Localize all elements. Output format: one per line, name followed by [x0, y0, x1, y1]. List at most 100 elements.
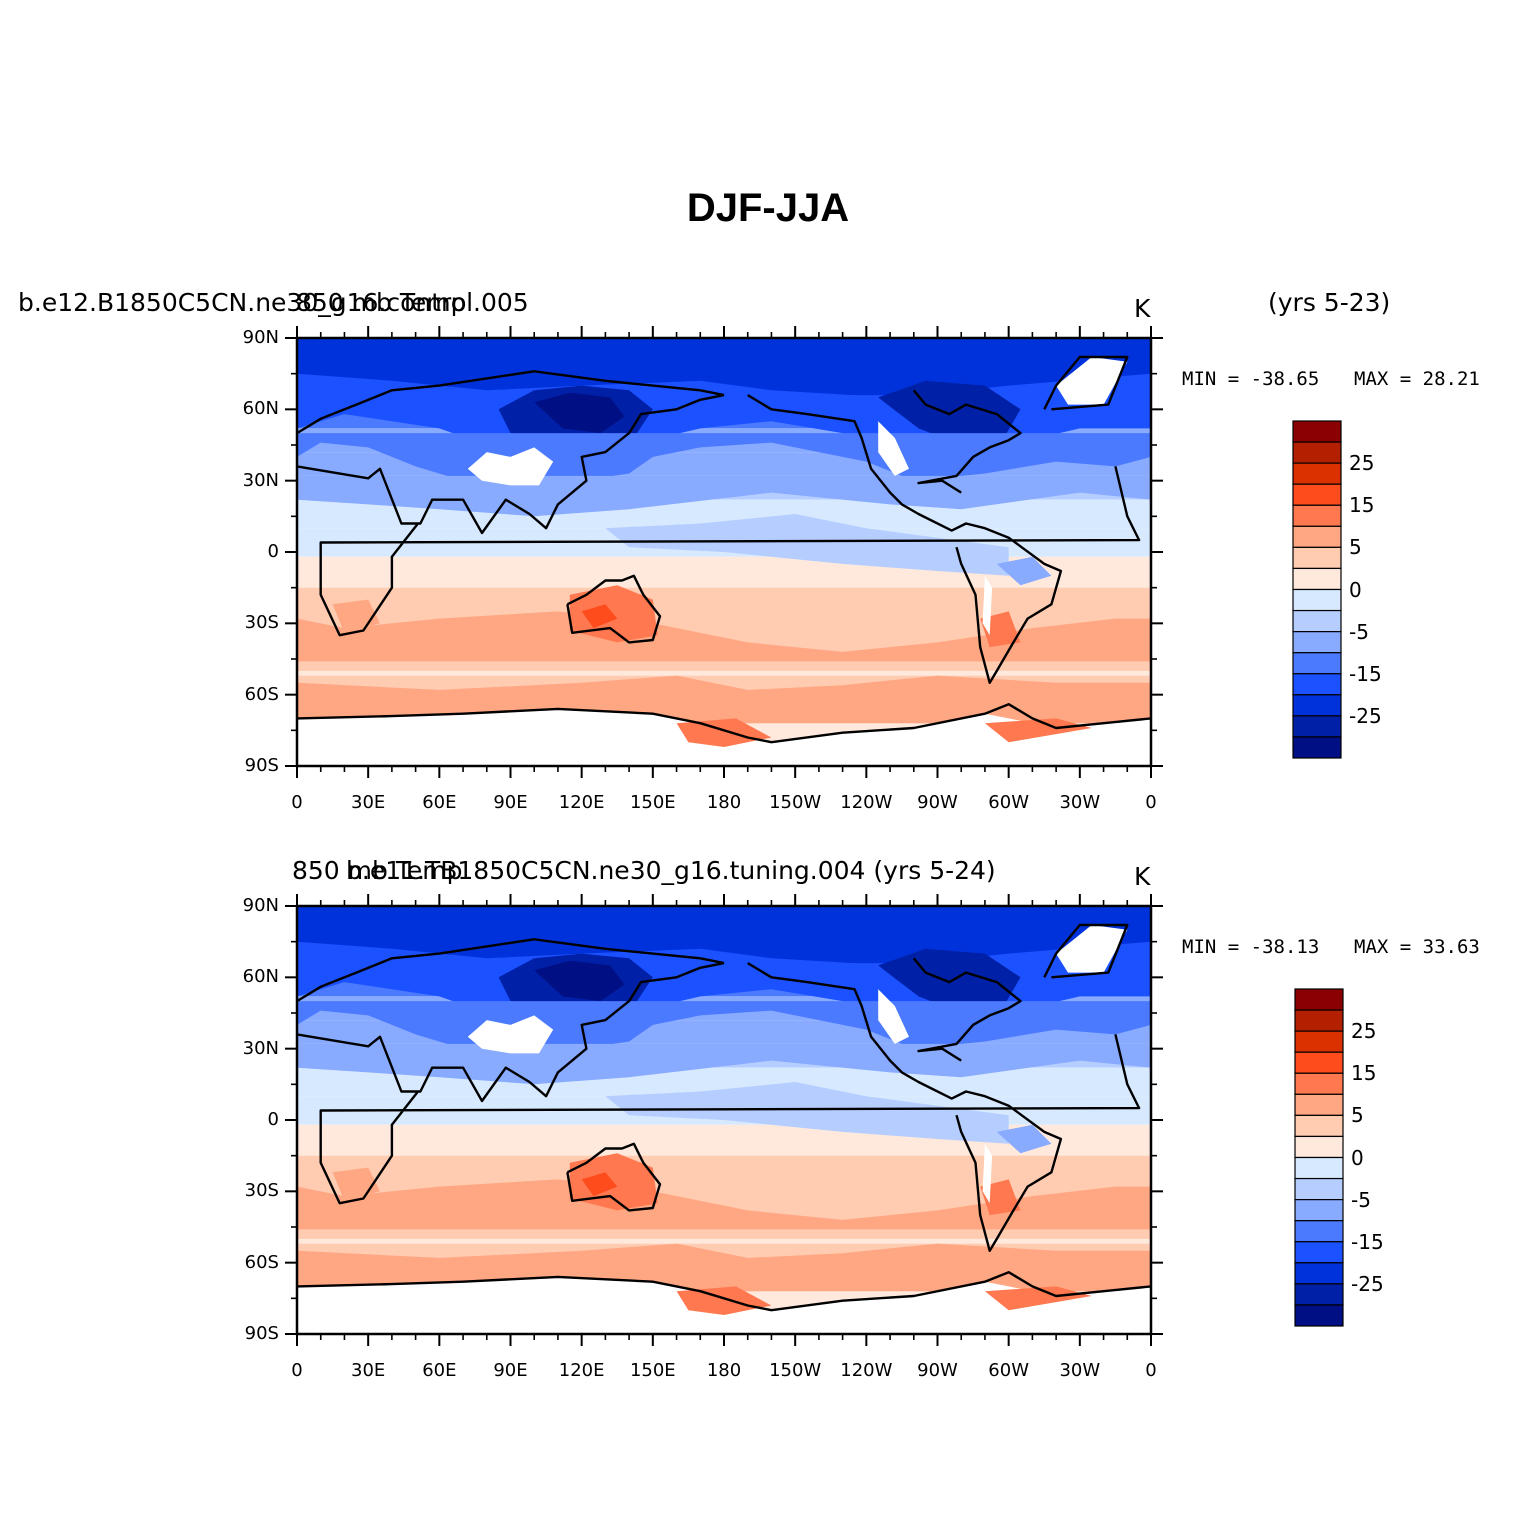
lon-tick-label: 180	[706, 1360, 742, 1381]
lon-tick-label: 180	[706, 792, 742, 813]
max-label: MAX = 33.63	[1354, 936, 1480, 958]
tibet-mask	[467, 1015, 554, 1054]
colorbar-box	[1292, 525, 1342, 548]
coastline	[912, 957, 1022, 1062]
lon-tick-label: 60E	[422, 1360, 457, 1381]
coastline	[566, 574, 662, 644]
coastline	[297, 393, 725, 535]
lat-tick-label: 60N	[242, 966, 279, 988]
contour-field	[297, 338, 1151, 766]
panel-case-label: b.e11.TB1850C5CN.ne30_g16.tuning.004 (yr…	[346, 856, 996, 885]
colorbar-label: 25	[1351, 1019, 1377, 1044]
colorbar-box	[1294, 1093, 1344, 1116]
colorbar-box	[1294, 1051, 1344, 1074]
colorbar-label: 5	[1349, 535, 1362, 560]
lon-tick-label: 120E	[558, 792, 605, 813]
colorbar-box	[1292, 483, 1342, 506]
lon-tick-label: 30E	[351, 1360, 386, 1381]
lat-tick-label: 30S	[244, 1180, 279, 1202]
ross-sea-warm	[676, 718, 772, 747]
lat-tick-label: 0	[267, 541, 279, 562]
lon-tick-label: 150W	[769, 1360, 822, 1381]
australia-warm	[569, 585, 658, 643]
colorbar-box	[1294, 1009, 1344, 1032]
tropic-cool	[297, 475, 1151, 517]
coastline	[747, 962, 1063, 1253]
lon-tick-label: 90E	[493, 792, 528, 813]
andes-mask	[982, 1143, 993, 1204]
map-panel-bottom	[285, 894, 1344, 1346]
colorbar-box	[1292, 715, 1342, 738]
amazon-cool	[996, 1124, 1052, 1154]
min-label: MIN = -38.13	[1182, 936, 1320, 958]
colorbar-box	[1294, 1262, 1344, 1285]
lat-tick-label: 90N	[242, 327, 279, 348]
colorbar-box	[1294, 1156, 1344, 1180]
lat-tick-label: 60S	[244, 1251, 279, 1273]
colorbar-label: 15	[1351, 1061, 1377, 1086]
colorbar-box	[1292, 609, 1342, 633]
siberia-coldest	[534, 960, 625, 1002]
coastline	[297, 703, 1151, 744]
colorbar-box	[1292, 652, 1342, 675]
lat-tick-label: 90S	[244, 1323, 279, 1344]
figure-title: DJF-JJA	[686, 186, 850, 230]
lon-tick-label: 30W	[1059, 792, 1101, 813]
colorbar-box	[1294, 1177, 1344, 1201]
colorbar-box	[1292, 441, 1342, 464]
lat-tick-label: 30N	[242, 469, 279, 491]
greenland-mask	[1056, 925, 1128, 973]
colorbar-label: 5	[1351, 1103, 1364, 1128]
lon-tick-label: 120W	[840, 792, 893, 813]
colorbar-box	[1292, 631, 1342, 654]
eq-pale-blue	[605, 514, 1009, 576]
colorbar-label: 25	[1349, 451, 1375, 476]
lon-tick-label: 120E	[558, 1360, 605, 1381]
colorbar-label: 0	[1349, 577, 1362, 602]
south-warmer	[297, 1179, 1151, 1230]
tibet-mask	[467, 447, 554, 486]
panel-units-label: K	[1134, 294, 1151, 323]
colorbar-box	[1292, 462, 1342, 485]
panel-case-label: b.e12.B1850C5CN.ne30_g16.control.005	[18, 288, 529, 317]
coastline	[319, 466, 1141, 637]
lon-tick-label: 90W	[917, 1360, 958, 1381]
colorbar-label: -25	[1351, 1271, 1384, 1296]
lat-tick-label: 30S	[244, 612, 279, 634]
colorbar-label: 0	[1351, 1145, 1364, 1170]
colorbar-box	[1294, 1283, 1344, 1306]
lon-tick-label: 0	[291, 792, 303, 813]
lon-tick-label: 90W	[917, 792, 958, 813]
siberia-coldest	[534, 392, 625, 434]
colorbar-label: -15	[1349, 661, 1382, 686]
tropic-cool	[297, 1043, 1151, 1085]
rockies-mask	[878, 421, 909, 476]
coastline	[297, 370, 725, 435]
colorbar-box	[1294, 1304, 1344, 1327]
lat-tick-label: 0	[267, 1109, 279, 1130]
panel-units-label: K	[1134, 862, 1151, 891]
lon-tick-label: 30W	[1059, 1360, 1101, 1381]
colorbar-box	[1292, 588, 1342, 612]
greenland-mask	[1056, 357, 1128, 405]
lat-tick-label: 90S	[244, 755, 279, 776]
coastline	[297, 938, 725, 1003]
lat-tick-label: 30N	[242, 1037, 279, 1059]
coastline	[912, 389, 1022, 494]
colorbar	[1294, 988, 1344, 1327]
coastline	[319, 1034, 1141, 1205]
rockies-mask	[878, 989, 909, 1044]
colorbar-label: -5	[1349, 619, 1369, 644]
colorbar-box	[1294, 1241, 1344, 1264]
lat-tick-label: 90N	[242, 895, 279, 916]
colorbar	[1292, 420, 1342, 759]
panel-variable-label: 850 mb Temp	[296, 288, 467, 317]
colorbar-box	[1292, 694, 1342, 717]
lat-tick-label: 60N	[242, 398, 279, 420]
lon-tick-label: 90E	[493, 1360, 528, 1381]
lon-tick-label: 150W	[769, 792, 822, 813]
lon-tick-label: 60W	[988, 1360, 1029, 1381]
eq-pale-blue	[605, 1082, 1009, 1144]
lon-tick-label: 150E	[629, 1360, 676, 1381]
